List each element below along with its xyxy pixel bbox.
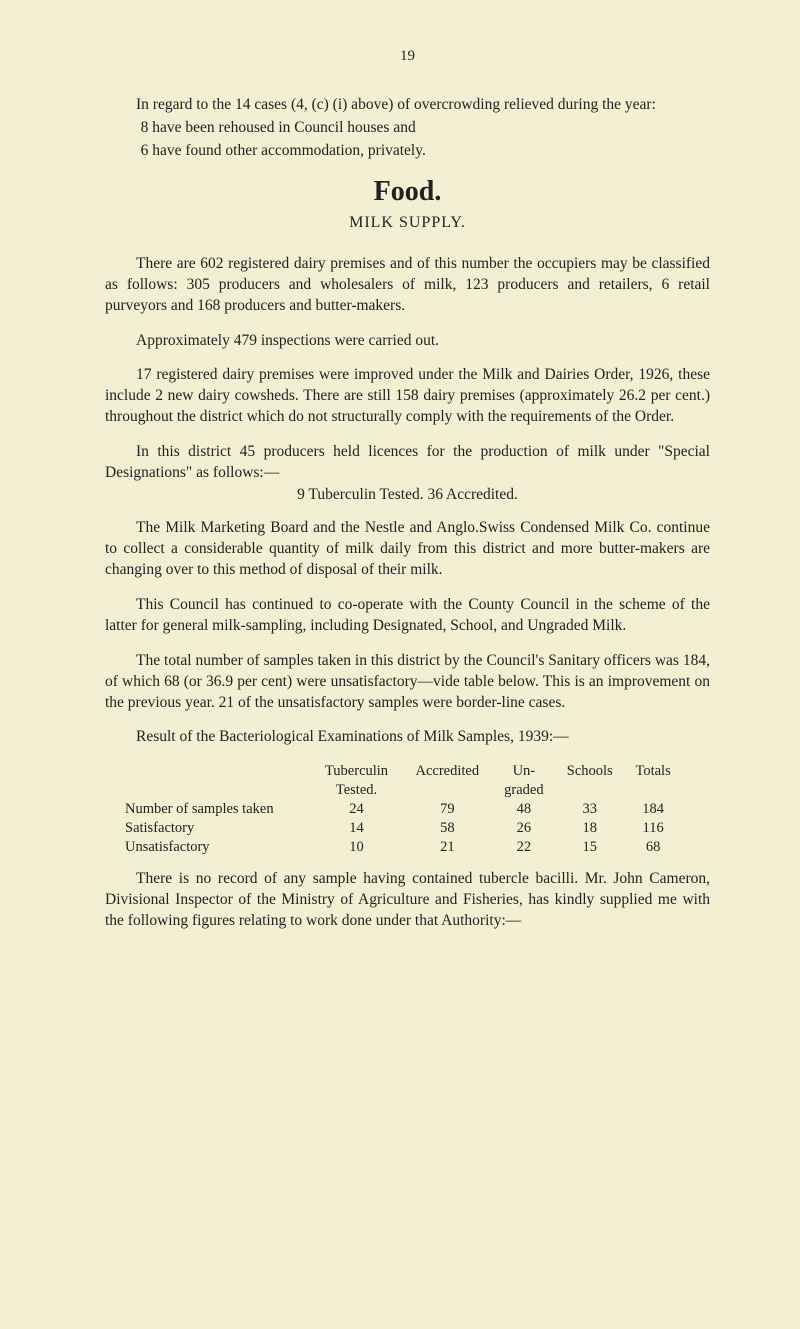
cell: 116: [625, 819, 682, 838]
cell: 15: [555, 838, 625, 857]
samples-table: Tuberculin Accredited Un- Schools Totals…: [125, 762, 682, 857]
table-row: Satisfactory 14 58 26 18 116: [125, 819, 682, 838]
para-county-council: This Council has continued to co-operate…: [105, 595, 710, 637]
cell: 22: [493, 838, 555, 857]
cell: 48: [493, 800, 555, 819]
subheading-milk-supply: MILK SUPPLY.: [105, 214, 710, 232]
table-row: Number of samples taken 24 79 48 33 184: [125, 800, 682, 819]
cell: 33: [555, 800, 625, 819]
heading-food: Food.: [105, 176, 710, 208]
para-result-heading: Result of the Bacteriological Examinatio…: [105, 727, 710, 748]
cell: 58: [402, 819, 493, 838]
table-header-tested: Tested.: [311, 781, 402, 800]
cell: 18: [555, 819, 625, 838]
para-inspections: Approximately 479 inspections were carri…: [105, 331, 710, 352]
page-number: 19: [105, 48, 710, 65]
table-header-blank-5: [625, 781, 682, 800]
table-header-tuberculin: Tuberculin: [311, 762, 402, 781]
cell: 10: [311, 838, 402, 857]
table-header-row-1: Tuberculin Accredited Un- Schools Totals: [125, 762, 682, 781]
row-label: Satisfactory: [125, 819, 311, 838]
row-label: Unsatisfactory: [125, 838, 311, 857]
cell: 14: [311, 819, 402, 838]
cell: 68: [625, 838, 682, 857]
para-marketing-board: The Milk Marketing Board and the Nestle …: [105, 518, 710, 581]
table-header-blank-2: [125, 781, 311, 800]
para-rehoused-b: 6 have found other accommodation, privat…: [105, 141, 710, 162]
para-overcrowding: In regard to the 14 cases (4, (c) (i) ab…: [105, 95, 710, 116]
para-no-tubercle: There is no record of any sample having …: [105, 869, 710, 932]
cell: 184: [625, 800, 682, 819]
page-container: 19 In regard to the 14 cases (4, (c) (i)…: [0, 0, 800, 986]
table-header-ungraded: Un-: [493, 762, 555, 781]
table-header-accredited: Accredited: [402, 762, 493, 781]
table-header-blank: [125, 762, 311, 781]
para-special-designations: In this district 45 producers held licen…: [105, 442, 710, 484]
cell: 79: [402, 800, 493, 819]
cell: 21: [402, 838, 493, 857]
table-header-row-2: Tested. graded: [125, 781, 682, 800]
row-label: Number of samples taken: [125, 800, 311, 819]
para-registered-premises: There are 602 registered dairy premises …: [105, 254, 710, 317]
table-row: Unsatisfactory 10 21 22 15 68: [125, 838, 682, 857]
table-header-blank-4: [555, 781, 625, 800]
para-samples-taken: The total number of samples taken in thi…: [105, 651, 710, 714]
para-rehoused-a: 8 have been rehoused in Council houses a…: [105, 118, 710, 139]
table-header-totals: Totals: [625, 762, 682, 781]
cell: 26: [493, 819, 555, 838]
table-header-schools: Schools: [555, 762, 625, 781]
para-dairy-order: 17 registered dairy premises were improv…: [105, 365, 710, 428]
cell: 24: [311, 800, 402, 819]
table-header-blank-3: [402, 781, 493, 800]
para-tuberculin-accredited: 9 Tuberculin Tested. 36 Accredited.: [105, 486, 710, 504]
table-header-graded: graded: [493, 781, 555, 800]
